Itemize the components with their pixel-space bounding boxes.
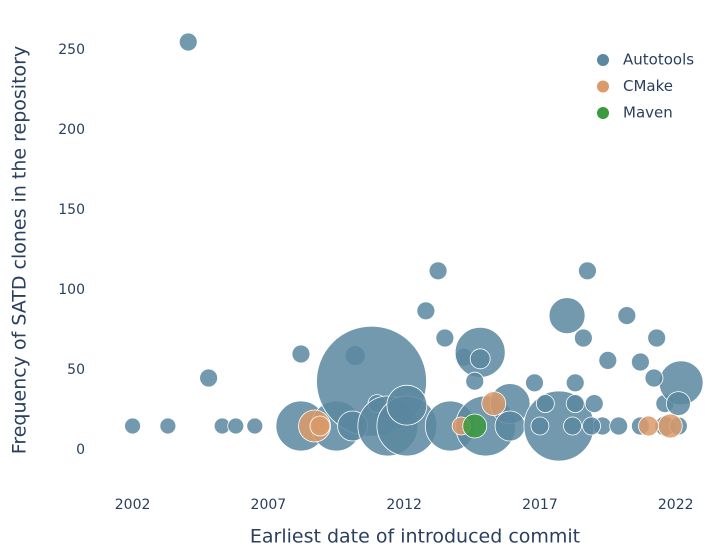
y-tick-label: 150 bbox=[58, 202, 85, 218]
bubble bbox=[525, 373, 544, 393]
bubble bbox=[666, 391, 691, 417]
bubble bbox=[584, 394, 604, 414]
bubble bbox=[582, 416, 601, 436]
bubble bbox=[386, 384, 428, 426]
bubble bbox=[469, 348, 491, 370]
x-tick-label: 2012 bbox=[386, 497, 422, 513]
bubble bbox=[465, 371, 485, 391]
y-tick-label: 50 bbox=[67, 362, 85, 378]
x-tick-label: 2007 bbox=[251, 497, 287, 513]
x-tick-label: 2002 bbox=[115, 497, 151, 513]
y-tick-label: 200 bbox=[58, 122, 85, 138]
legend-label: Autotools bbox=[623, 51, 694, 69]
bubble bbox=[124, 417, 141, 435]
bubble bbox=[573, 328, 593, 348]
bubble bbox=[309, 415, 331, 437]
y-axis-label: Frequency of SATD clones in the reposito… bbox=[9, 46, 31, 454]
bubble bbox=[530, 416, 550, 436]
bubble bbox=[609, 416, 629, 436]
bubble bbox=[578, 261, 597, 281]
bubble bbox=[246, 417, 264, 435]
y-tick-label: 0 bbox=[76, 442, 85, 458]
bubble bbox=[548, 297, 586, 335]
bubble bbox=[227, 417, 245, 435]
bubble bbox=[535, 394, 555, 414]
y-tick-label: 100 bbox=[58, 282, 85, 298]
bubble bbox=[563, 416, 582, 436]
bubble bbox=[630, 352, 650, 372]
bubble bbox=[565, 394, 585, 414]
bubble bbox=[159, 417, 177, 435]
bubble bbox=[199, 368, 219, 388]
bubble bbox=[617, 306, 637, 326]
bubble bbox=[481, 391, 507, 417]
bubble bbox=[565, 373, 585, 393]
bubble bbox=[657, 413, 683, 439]
bubble bbox=[291, 344, 311, 364]
bubble bbox=[598, 350, 618, 370]
bubble bbox=[435, 328, 455, 348]
bubble bbox=[178, 32, 198, 52]
bubble bbox=[416, 301, 436, 321]
x-axis-label: Earliest date of introduced commit bbox=[250, 526, 580, 548]
bubble bbox=[647, 328, 667, 348]
bubble bbox=[494, 410, 526, 442]
y-tick-label: 250 bbox=[58, 42, 85, 58]
bubble bbox=[638, 415, 659, 437]
legend-marker bbox=[597, 80, 609, 93]
bubble bbox=[428, 261, 448, 281]
bubble bbox=[462, 413, 488, 439]
legend-marker bbox=[597, 54, 609, 66]
x-tick-label: 2017 bbox=[522, 497, 558, 513]
x-tick-label: 2022 bbox=[658, 497, 694, 513]
legend-marker bbox=[597, 107, 609, 119]
legend-label: CMake bbox=[623, 77, 673, 95]
bubble bbox=[644, 368, 664, 388]
legend-label: Maven bbox=[623, 104, 673, 122]
